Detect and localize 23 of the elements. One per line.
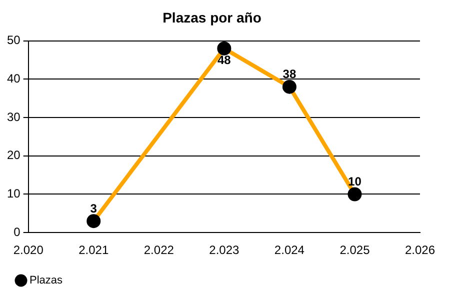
x-tick-label: 2.026 xyxy=(404,243,436,258)
x-tick-label: 2.025 xyxy=(340,243,370,258)
point xyxy=(282,80,296,94)
y-tick-label: 20 xyxy=(6,148,21,162)
y-tick-label: 30 xyxy=(6,110,21,124)
point xyxy=(86,214,101,228)
y-tick-label: 10 xyxy=(6,186,21,201)
data-label: 3 xyxy=(90,201,98,216)
x-tick-label: 2.022 xyxy=(144,243,174,258)
x-tick-label: 2.024 xyxy=(274,243,305,258)
x-tick-label: 2.020 xyxy=(13,243,44,258)
point xyxy=(217,41,232,56)
x-tick-label: 2.021 xyxy=(78,243,109,258)
data-label: 10 xyxy=(348,174,362,189)
point xyxy=(348,187,362,202)
chart-title: Plazas por año xyxy=(162,9,262,26)
legend-label: Plazas xyxy=(30,274,64,287)
x-tick-label: 2.023 xyxy=(209,243,240,258)
data-label: 48 xyxy=(217,52,232,67)
y-tick-label: 50 xyxy=(6,33,21,48)
y-tick-label: 40 xyxy=(6,71,21,86)
y-tick-label: 0 xyxy=(14,224,21,239)
data-label: 38 xyxy=(282,67,296,82)
